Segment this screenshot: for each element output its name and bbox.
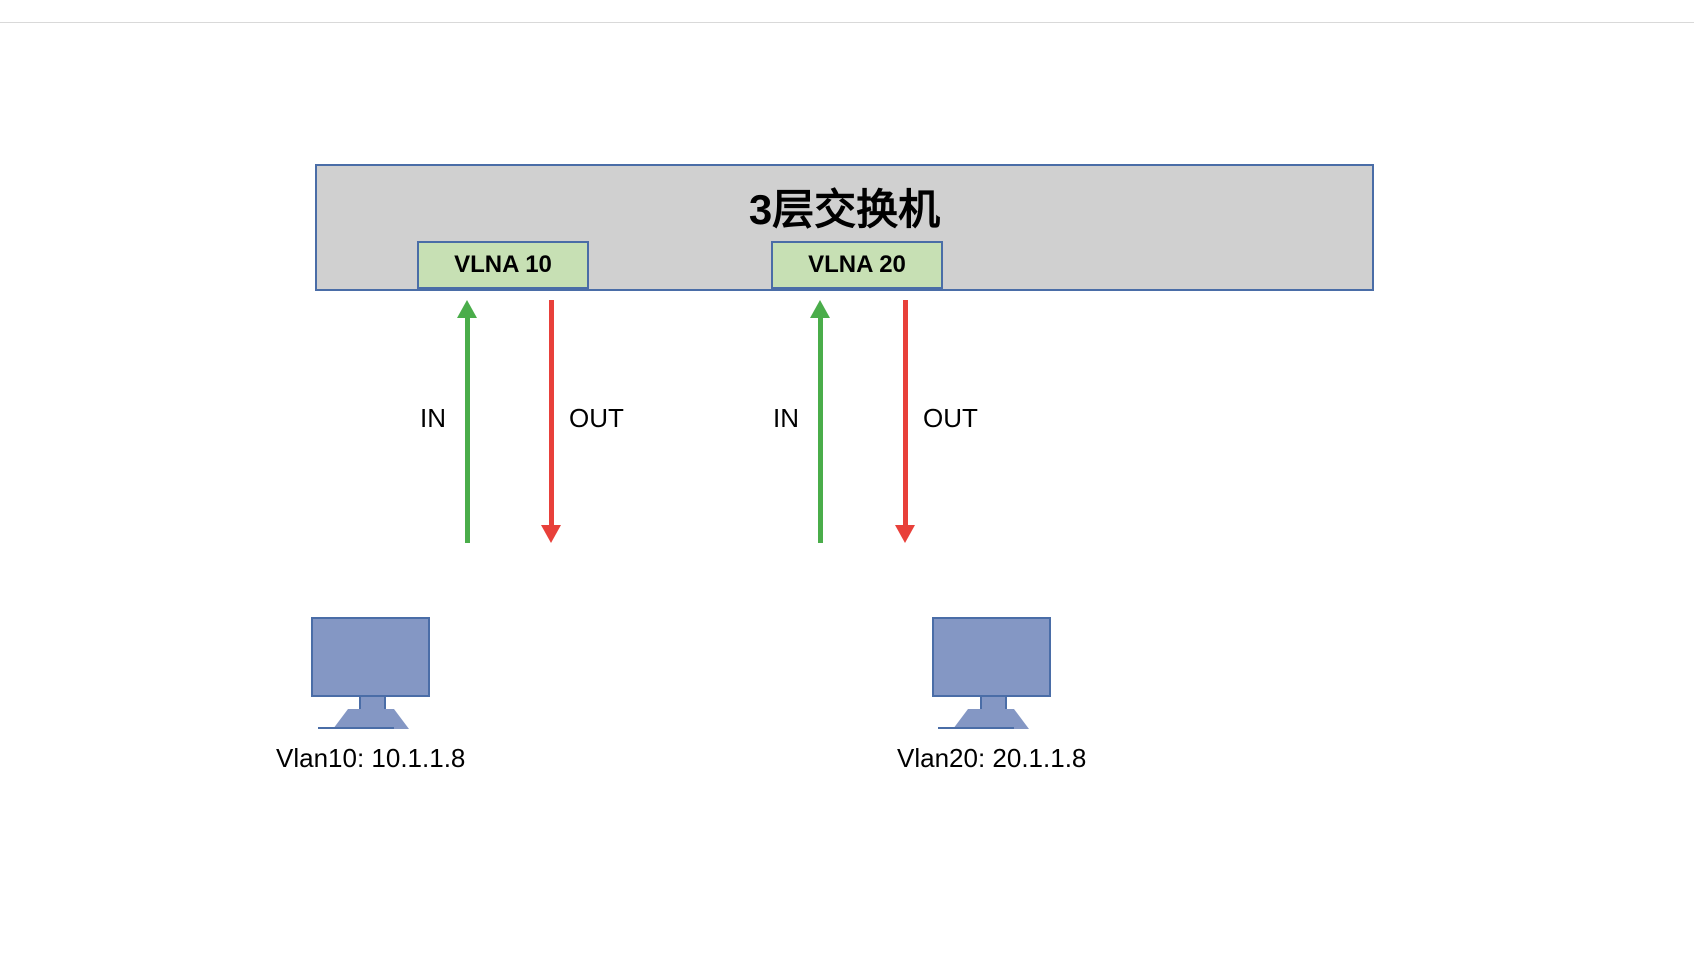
out-arrow-head-icon [541,525,561,543]
in-label: IN [420,403,446,434]
in-label: IN [773,403,799,434]
switch-title: 3层交换机 [315,176,1374,237]
monitor-base-outline [318,727,394,729]
out-arrow [903,300,908,525]
out-label: OUT [923,403,978,434]
vlan-port-label: VLNA 20 [808,251,906,279]
monitor-base-icon [333,709,409,729]
in-arrow [465,318,470,543]
in-arrow-head-icon [457,300,477,318]
monitor-icon [311,617,430,697]
in-arrow [818,318,823,543]
in-arrow-head-icon [810,300,830,318]
vlan-port-label: VLNA 10 [454,251,552,279]
host-label: Vlan20: 20.1.1.8 [897,743,1086,774]
vlan-port-20: VLNA 20 [771,241,943,289]
divider [0,22,1694,23]
monitor-icon [932,617,1051,697]
out-label: OUT [569,403,624,434]
vlan-port-10: VLNA 10 [417,241,589,289]
host-label: Vlan10: 10.1.1.8 [276,743,465,774]
monitor-neck-icon [980,697,1007,709]
out-arrow-head-icon [895,525,915,543]
monitor-neck-icon [359,697,386,709]
monitor-base-outline [938,727,1014,729]
monitor-base-icon [953,709,1029,729]
out-arrow [549,300,554,525]
